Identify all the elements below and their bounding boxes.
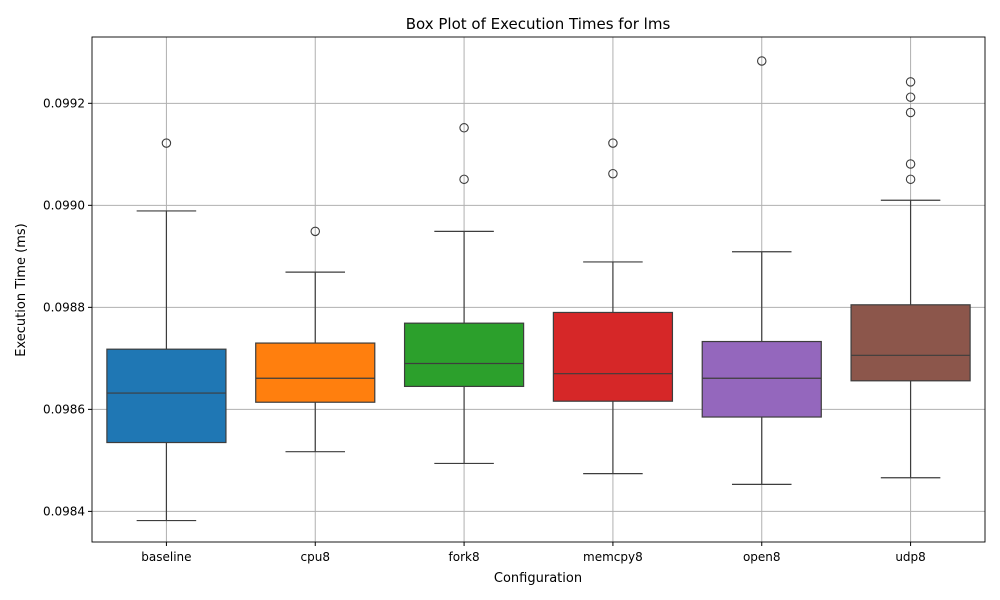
y-tick-label: 0.0992 — [43, 96, 85, 110]
outlier-point — [459, 174, 469, 185]
x-axis-ticks: baseline cpu8 fork8 memcpy8 open8 udp8 — [141, 542, 926, 564]
x-tick-label: fork8 — [449, 550, 480, 564]
outlier-point — [905, 77, 916, 87]
outlier-point — [310, 226, 320, 237]
box-memcpy8 — [552, 138, 674, 475]
iqr-box — [701, 340, 822, 418]
iqr-box — [106, 348, 227, 444]
grid-lines — [92, 37, 985, 542]
outlier-point — [905, 92, 916, 102]
outlier-point — [905, 107, 916, 118]
outlier-point — [905, 159, 916, 169]
y-axis-ticks: 0.0984 0.0986 0.0988 0.0990 0.0992 — [43, 96, 92, 518]
y-tick-label: 0.0990 — [43, 198, 85, 212]
outlier-point — [459, 123, 469, 133]
box-cpu8 — [255, 226, 376, 453]
box-udp8 — [850, 77, 971, 479]
iqr-box — [552, 311, 674, 402]
chart-title: Box Plot of Execution Times for lms — [406, 15, 671, 33]
box-open8 — [701, 56, 822, 485]
x-tick-label: baseline — [141, 550, 191, 564]
y-tick-label: 0.0984 — [43, 504, 85, 518]
y-tick-label: 0.0986 — [43, 402, 85, 416]
x-tick-label: memcpy8 — [583, 550, 643, 564]
axes-frame — [91, 36, 986, 543]
x-tick-label: open8 — [743, 550, 781, 564]
x-axis-label: Configuration — [494, 571, 582, 586]
y-axis-label: Execution Time (ms) — [14, 223, 29, 356]
y-tick-label: 0.0988 — [43, 300, 85, 314]
box-baseline — [106, 138, 227, 522]
outlier-point — [608, 138, 618, 148]
outlier-point — [161, 138, 172, 148]
x-tick-label: cpu8 — [301, 550, 330, 564]
iqr-box — [255, 342, 376, 403]
outlier-point — [905, 174, 916, 185]
boxes-group — [106, 56, 971, 522]
iqr-box — [403, 322, 525, 388]
iqr-box — [850, 304, 971, 382]
box-fork8 — [403, 123, 525, 465]
x-tick-label: udp8 — [895, 550, 925, 564]
outlier-point — [756, 56, 767, 66]
outlier-point — [608, 168, 618, 179]
